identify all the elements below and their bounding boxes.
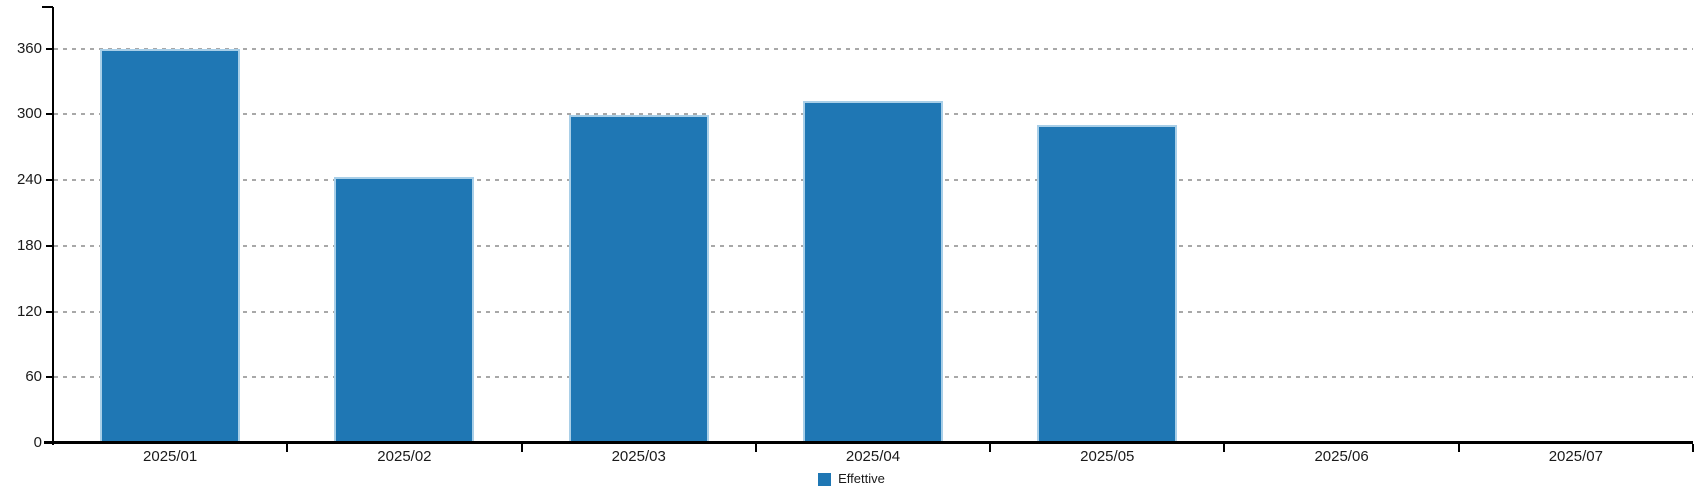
- y-axis-line: [52, 7, 54, 445]
- y-tick-240: [46, 179, 53, 182]
- y-tick-label-360: 360: [16, 39, 42, 57]
- x-tick-boundary-5: [1223, 444, 1226, 452]
- legend-item-effettive[interactable]: Effettive: [818, 472, 885, 486]
- x-tick-boundary-1: [286, 444, 289, 452]
- y-tick-60: [46, 376, 53, 379]
- y-tick-label-300: 300: [16, 105, 42, 123]
- y-tick-300: [46, 113, 53, 116]
- x-tick-boundary-4: [989, 444, 992, 452]
- x-tick-label-2025-02: 2025/02: [377, 448, 432, 465]
- x-tick-label-2025-04: 2025/04: [845, 448, 901, 465]
- x-tick-boundary-2: [520, 444, 523, 452]
- x-tick-label-2025-03: 2025/03: [611, 448, 666, 465]
- x-tick-label-2025-06: 2025/06: [1314, 448, 1369, 465]
- y-tick-label-0: 0: [33, 434, 42, 451]
- bar-2025-02[interactable]: [334, 176, 475, 443]
- y-tick-label-120: 120: [16, 302, 42, 320]
- legend: Effettive: [0, 472, 1703, 486]
- x-axis-line: [44, 441, 1693, 444]
- bar-2025-05[interactable]: [1037, 125, 1178, 443]
- x-tick-label-2025-07: 2025/07: [1548, 448, 1603, 465]
- y-tick-label-240: 240: [16, 171, 42, 189]
- legend-swatch-icon: [818, 472, 832, 486]
- gridline-360: [54, 47, 1693, 50]
- x-tick-label-2025-01: 2025/01: [143, 448, 198, 465]
- bar-2025-01[interactable]: [100, 48, 241, 443]
- y-tick-label-180: 180: [16, 236, 42, 254]
- bar-2025-03[interactable]: [568, 115, 709, 443]
- y-tick-180: [46, 244, 53, 247]
- y-tick-360: [46, 47, 53, 50]
- y-tick-label-60: 60: [25, 368, 42, 386]
- y-axis-top-cap: [42, 6, 53, 8]
- bar-2025-04[interactable]: [803, 101, 943, 443]
- x-tick-label-2025-05: 2025/05: [1080, 448, 1135, 465]
- legend-label: Effettive: [838, 471, 885, 486]
- x-tick-boundary-7: [1692, 444, 1694, 452]
- x-tick-boundary-6: [1457, 444, 1460, 452]
- y-tick-120: [46, 310, 53, 313]
- x-tick-boundary-3: [754, 444, 757, 452]
